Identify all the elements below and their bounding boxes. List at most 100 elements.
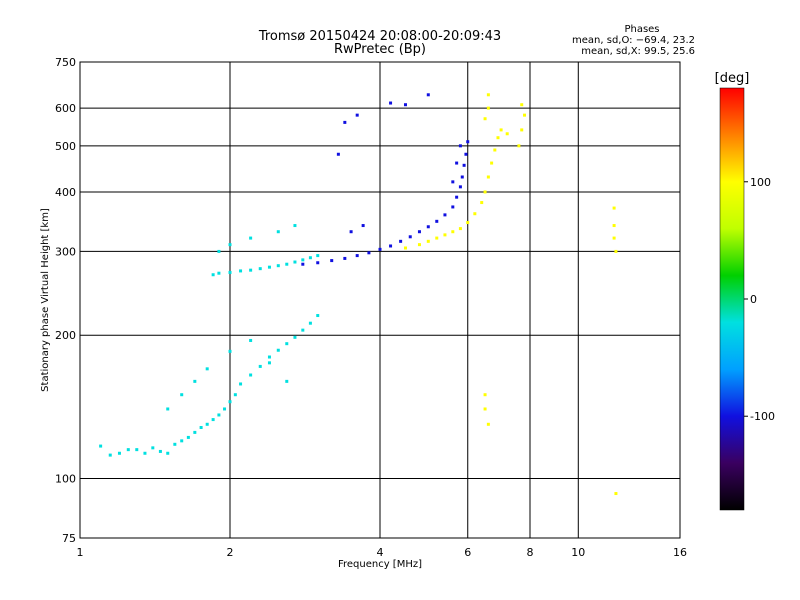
data-point: [464, 152, 468, 156]
data-point: [217, 271, 221, 275]
x-tick-label: 4: [377, 546, 384, 559]
data-point: [483, 407, 487, 411]
data-point: [186, 435, 190, 439]
data-point: [285, 379, 289, 383]
data-point: [443, 213, 447, 217]
data-point: [158, 449, 162, 453]
data-point: [466, 221, 470, 225]
data-point: [389, 244, 393, 248]
data-point: [267, 265, 271, 269]
data-point: [408, 235, 412, 239]
data-point: [496, 136, 500, 140]
y-tick-label: 200: [55, 329, 76, 342]
data-point: [166, 407, 170, 411]
colorbar-ticks: 100 0 -100: [744, 176, 775, 423]
data-point: [166, 451, 170, 455]
data-point: [614, 492, 618, 496]
phases-heading: Phases: [624, 24, 659, 35]
data-point: [480, 201, 484, 205]
ticks-layer: 1 2 4 6 8 10 16 75 100 200 300 400 500 600 750: [55, 56, 687, 559]
data-point: [293, 224, 297, 228]
data-point: [399, 239, 403, 243]
y-tick-label: 300: [55, 245, 76, 258]
x-tick-label: 8: [527, 546, 534, 559]
data-point: [211, 418, 215, 422]
x-tick-label: 16: [673, 546, 687, 559]
plot-frame: [79, 61, 681, 539]
data-point: [426, 239, 430, 243]
data-point: [361, 224, 365, 228]
data-point: [249, 236, 253, 240]
data-point: [193, 379, 197, 383]
data-point: [151, 446, 155, 450]
data-point: [223, 407, 227, 411]
data-point: [343, 120, 347, 124]
data-point: [451, 205, 455, 209]
y-tick-label: 500: [55, 140, 76, 153]
data-point: [143, 451, 147, 455]
data-point: [462, 163, 466, 167]
data-point: [403, 246, 407, 250]
data-point: [451, 180, 455, 184]
grid-layer: [80, 62, 680, 538]
colorbar-tick-label: 100: [750, 176, 771, 189]
data-point: [505, 132, 509, 136]
y-axis-label: Stationary phase Virtual Height [km]: [40, 208, 51, 392]
data-point: [258, 267, 262, 271]
data-point: [249, 373, 253, 377]
data-point: [343, 256, 347, 260]
data-point: [417, 230, 421, 234]
data-point: [217, 413, 221, 417]
data-point: [490, 161, 494, 165]
data-point: [205, 422, 209, 426]
data-point: [276, 230, 280, 234]
data-point: [458, 227, 462, 231]
data-point: [193, 430, 197, 434]
data-point: [301, 262, 305, 266]
data-point: [276, 348, 280, 352]
data-point: [233, 393, 237, 397]
data-point: [520, 128, 524, 132]
data-point: [316, 254, 320, 258]
data-point: [276, 264, 280, 268]
y-tick-label: 600: [55, 102, 76, 115]
data-point: [367, 251, 371, 255]
data-point: [117, 451, 121, 455]
data-point: [455, 161, 459, 165]
data-point: [460, 175, 464, 179]
data-point: [378, 247, 382, 251]
data-point: [228, 270, 232, 274]
data-point: [483, 190, 487, 194]
points-layer: [99, 93, 618, 496]
x-tick-label: 1: [77, 546, 84, 559]
y-tick-label: 400: [55, 186, 76, 199]
data-point: [135, 448, 139, 452]
data-point: [466, 140, 470, 144]
data-point: [355, 113, 359, 117]
data-point: [435, 236, 439, 240]
data-point: [211, 273, 215, 277]
data-point: [258, 364, 262, 368]
data-point: [435, 219, 439, 223]
colorbar-tick-label: 0: [750, 293, 757, 306]
data-point: [108, 453, 112, 457]
data-point: [228, 400, 232, 404]
data-point: [308, 321, 312, 325]
data-point: [336, 152, 340, 156]
data-point: [173, 442, 177, 446]
data-point: [612, 236, 616, 240]
data-point: [249, 268, 253, 272]
data-point: [486, 93, 490, 97]
data-point: [239, 269, 243, 273]
data-point: [483, 393, 487, 397]
data-point: [426, 225, 430, 229]
data-point: [285, 262, 289, 266]
data-point: [499, 128, 503, 132]
data-point: [493, 148, 497, 152]
y-tick-label: 100: [55, 473, 76, 486]
data-point: [205, 367, 209, 371]
data-point: [486, 106, 490, 110]
data-point: [301, 328, 305, 332]
x-tick-label: 2: [227, 546, 234, 559]
